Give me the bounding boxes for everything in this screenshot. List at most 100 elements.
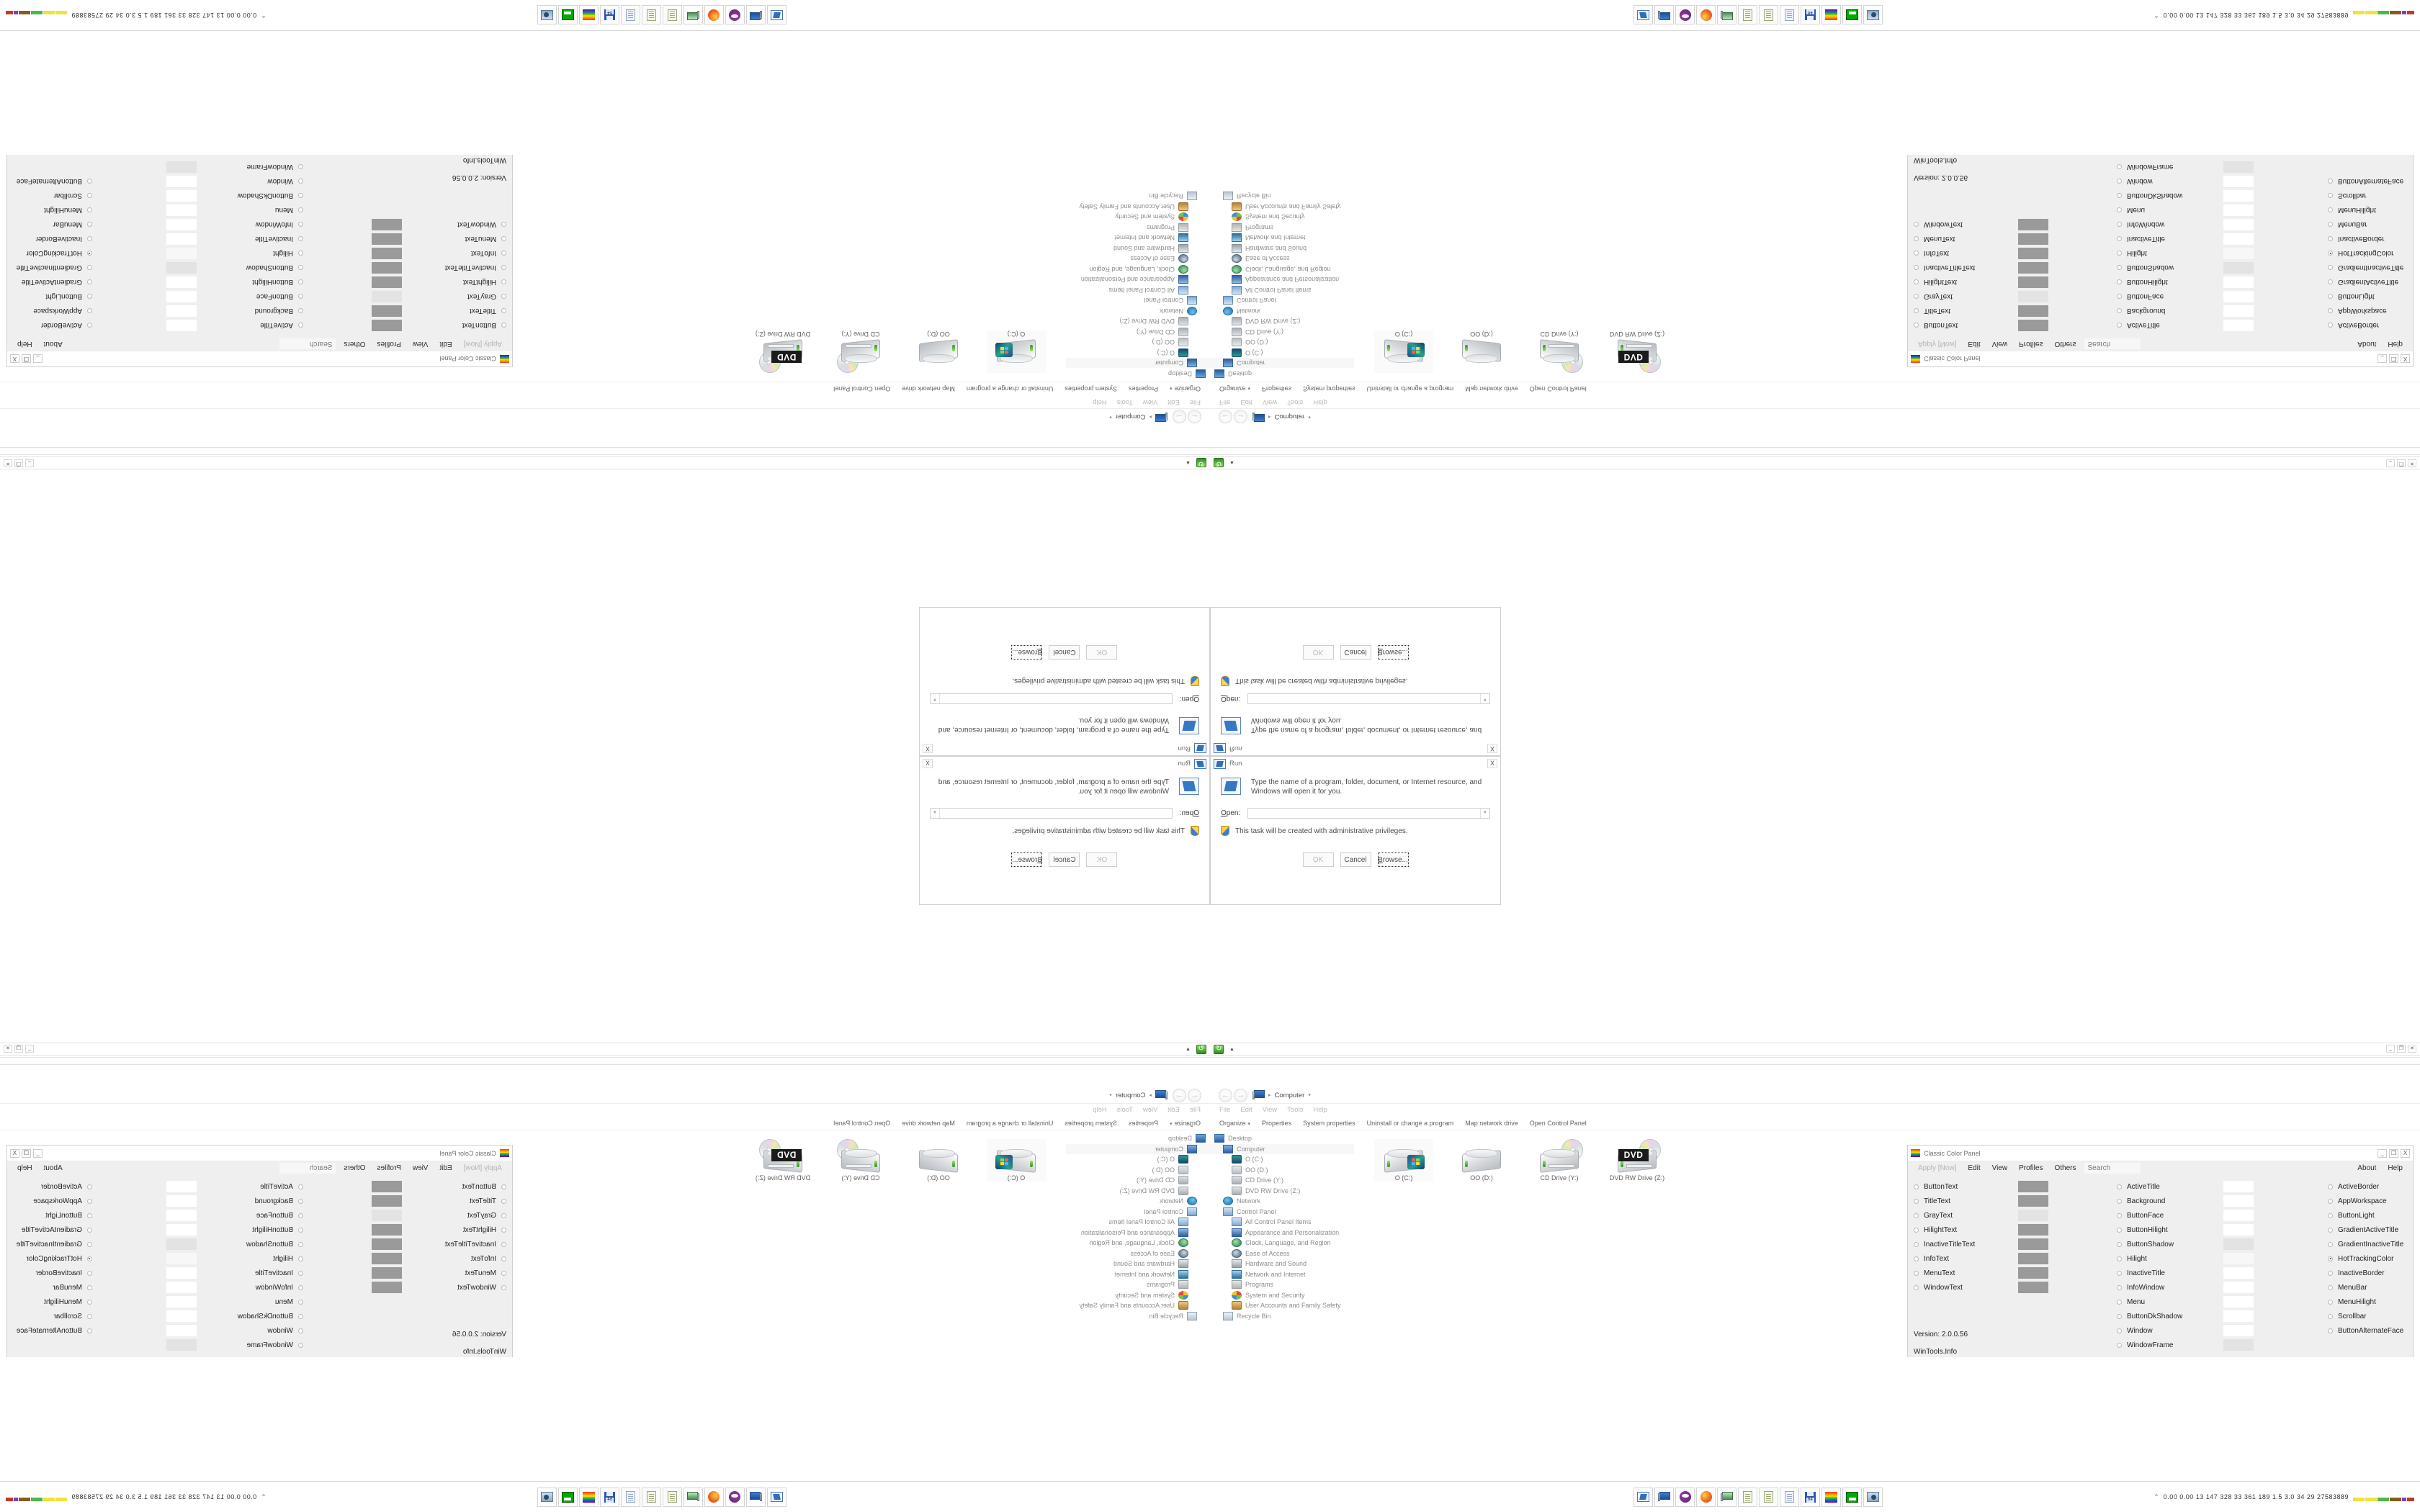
- radio-button[interactable]: [298, 1256, 303, 1261]
- tree-item[interactable]: All Control Panel Items: [1210, 285, 1354, 296]
- color-swatch[interactable]: [2018, 1195, 2048, 1207]
- color-swatch[interactable]: [2018, 276, 2048, 288]
- drive-item[interactable]: CD Drive (Y:): [831, 1139, 890, 1182]
- color-swatch[interactable]: [2223, 1238, 2254, 1250]
- menu-edit[interactable]: Edit: [1968, 1164, 1981, 1172]
- explorer-menu-help[interactable]: Help: [1313, 398, 1327, 406]
- radio-button[interactable]: [2328, 236, 2333, 242]
- color-swatch[interactable]: [372, 262, 402, 274]
- caret-up-icon[interactable]: ▲: [1186, 460, 1191, 465]
- breadcrumb-dropdown-icon[interactable]: ▾: [1308, 1093, 1311, 1098]
- tree-item[interactable]: Recycle Bin: [1066, 1311, 1210, 1322]
- menu-others[interactable]: Others: [2054, 340, 2076, 348]
- color-swatch[interactable]: [166, 233, 197, 245]
- drive-item[interactable]: CD Drive (Y:): [1530, 330, 1589, 373]
- tree-item[interactable]: User Accounts and Family Safety: [1210, 1300, 1354, 1311]
- explorer-menu-tools[interactable]: Tools: [1287, 398, 1304, 406]
- color-row[interactable]: ButtonShadow: [159, 1237, 303, 1251]
- tree-item[interactable]: Clock, Language, and Region: [1210, 1238, 1354, 1248]
- minimize-button[interactable]: _: [33, 354, 42, 364]
- color-swatch[interactable]: [166, 262, 197, 274]
- color-row[interactable]: GrayText: [362, 1208, 506, 1223]
- menu-edit[interactable]: Edit: [1968, 340, 1981, 348]
- color-row[interactable]: GrayText: [1914, 289, 2058, 304]
- breadcrumb[interactable]: ▸ Computer ▾: [1252, 412, 1311, 422]
- color-swatch[interactable]: [2223, 1253, 2254, 1264]
- color-row[interactable]: Menu: [2117, 203, 2261, 217]
- tree-item[interactable]: Desktop: [1210, 369, 1354, 379]
- radio-button[interactable]: [298, 1184, 303, 1189]
- tree-item[interactable]: Network: [1066, 1196, 1210, 1207]
- tree-item[interactable]: OO (D:): [1066, 1165, 1210, 1176]
- radio-button[interactable]: [2328, 265, 2333, 271]
- radio-button[interactable]: [1914, 1284, 1919, 1290]
- radio-button[interactable]: [2328, 1313, 2333, 1319]
- classic-color-panel-icon[interactable]: [1821, 1487, 1841, 1507]
- toolbar-properties[interactable]: Properties: [1129, 386, 1158, 393]
- radio-button[interactable]: [1914, 1256, 1919, 1261]
- apply-now-button[interactable]: Apply [Now]: [463, 1164, 502, 1172]
- radio-button[interactable]: [298, 1299, 303, 1305]
- open-combobox[interactable]: ▼: [1247, 808, 1490, 819]
- refresh-icon[interactable]: [1196, 458, 1206, 467]
- classic-color-panel-icon[interactable]: [579, 5, 599, 25]
- tree-item[interactable]: Computer: [1066, 358, 1210, 369]
- color-swatch[interactable]: [2223, 190, 2254, 202]
- radio-button[interactable]: [2328, 1227, 2333, 1233]
- radio-button[interactable]: [2117, 294, 2122, 300]
- run-icon[interactable]: [767, 1487, 786, 1507]
- radio-button[interactable]: [501, 1284, 506, 1290]
- forward-button[interactable]: →: [1173, 1088, 1186, 1102]
- document-icon[interactable]: [621, 1487, 640, 1507]
- explorer-menu-view[interactable]: View: [1142, 1106, 1158, 1114]
- menu-about[interactable]: About: [43, 340, 63, 348]
- document-icon[interactable]: [621, 5, 640, 25]
- drive-item[interactable]: DVD DVD RW Drive (Z:): [1608, 1139, 1667, 1182]
- explorer-menu-tools[interactable]: Tools: [1116, 398, 1133, 406]
- color-row[interactable]: ActiveTitle: [2117, 318, 2261, 333]
- radio-button[interactable]: [298, 1212, 303, 1218]
- radio-button[interactable]: [1914, 1270, 1919, 1276]
- color-row[interactable]: AppWorkspace: [2328, 1194, 2420, 1208]
- color-row[interactable]: GrayText: [1914, 1208, 2058, 1223]
- refresh-icon[interactable]: [1196, 1045, 1206, 1054]
- show-hidden-icons-chevron[interactable]: ⌃: [261, 1493, 266, 1500]
- run-icon[interactable]: [1634, 5, 1653, 25]
- radio-button[interactable]: [2117, 1299, 2122, 1305]
- tree-item[interactable]: All Control Panel Items: [1210, 1217, 1354, 1228]
- color-row[interactable]: ActiveTitle: [159, 1179, 303, 1194]
- color-row[interactable]: ButtonShadow: [2117, 1237, 2261, 1251]
- menu-help[interactable]: Help: [2388, 1164, 2403, 1172]
- notepad-icon[interactable]: [663, 1487, 682, 1507]
- drive-item[interactable]: OO (D:): [909, 1139, 968, 1182]
- color-swatch[interactable]: [2018, 1282, 2048, 1293]
- menu-others[interactable]: Others: [344, 1164, 366, 1172]
- color-swatch[interactable]: [166, 320, 197, 331]
- close-button[interactable]: ✕: [4, 459, 12, 467]
- classic-color-panel-icon[interactable]: [1821, 5, 1841, 25]
- tree-item[interactable]: Appearance and Personalization: [1066, 274, 1210, 285]
- menu-view[interactable]: View: [412, 340, 429, 348]
- show-hidden-icons-chevron[interactable]: ⌃: [2154, 12, 2159, 19]
- color-row[interactable]: GrayText: [362, 289, 506, 304]
- radio-button[interactable]: [2328, 222, 2333, 228]
- color-row[interactable]: Background: [2117, 304, 2261, 318]
- radio-button[interactable]: [87, 1241, 92, 1247]
- forward-button[interactable]: →: [1234, 1088, 1247, 1102]
- close-button[interactable]: X: [2401, 1148, 2410, 1158]
- radio-button[interactable]: [87, 1184, 92, 1189]
- radio-button[interactable]: [1914, 1184, 1919, 1189]
- toolbar-map-network-drive[interactable]: Map network drive: [902, 386, 955, 393]
- tree-item[interactable]: Appearance and Personalization: [1210, 1228, 1354, 1238]
- color-row[interactable]: ButtonAlternateFace: [2328, 174, 2420, 189]
- color-swatch[interactable]: [2018, 305, 2048, 317]
- menu-profiles[interactable]: Profiles: [2019, 340, 2043, 348]
- save-floppy-icon[interactable]: [600, 5, 619, 25]
- toolbar-organize[interactable]: Organize▾: [1170, 386, 1201, 393]
- radio-button[interactable]: [1914, 1227, 1919, 1233]
- color-row[interactable]: InfoText: [1914, 1251, 2058, 1266]
- toolbar-properties[interactable]: Properties: [1262, 386, 1291, 393]
- color-row[interactable]: Scrollbar: [2328, 189, 2420, 203]
- radio-button[interactable]: [2328, 1284, 2333, 1290]
